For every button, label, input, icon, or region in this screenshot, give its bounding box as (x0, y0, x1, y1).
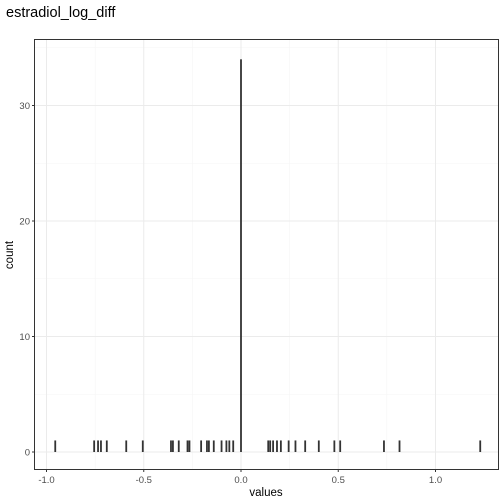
histogram-bar (225, 440, 228, 452)
histogram-bar (232, 440, 235, 452)
histogram-bar (304, 440, 307, 452)
histogram-bar (97, 440, 99, 452)
histogram-bar (279, 440, 282, 452)
major-gridlines (35, 40, 498, 469)
minor-gridlines (35, 40, 498, 469)
x-tick-label: 0.0 (234, 475, 247, 486)
histogram-bar (54, 440, 57, 452)
histogram-bar (141, 440, 144, 452)
histogram-bar (200, 440, 203, 452)
x-tick-label: 0.5 (332, 475, 345, 486)
x-axis-title: values (249, 487, 282, 499)
x-axis-ticks: -1.0 -0.5 0.0 0.5 1.0 (38, 469, 442, 486)
x-tick-label: 1.0 (429, 475, 442, 486)
chart-title: estradiol_log_diff (6, 5, 116, 21)
histogram-bar (287, 440, 290, 452)
x-tick-label: -0.5 (136, 475, 152, 486)
histogram-bar (267, 440, 270, 452)
histogram-bar (339, 440, 342, 452)
histogram-bar (479, 440, 482, 452)
histogram-bar (212, 440, 215, 452)
histogram-bar (383, 440, 385, 452)
y-tick-label: 30 (19, 101, 30, 112)
histogram-bar (170, 440, 172, 452)
histogram-bar (100, 440, 102, 452)
histogram-bar (294, 440, 297, 452)
histogram-bar (172, 440, 174, 452)
y-tick-label: 10 (19, 332, 30, 343)
y-tick-label: 20 (19, 217, 30, 228)
y-axis-ticks: 0 10 20 30 (19, 101, 35, 459)
x-tick-label: -1.0 (38, 475, 54, 486)
histogram-bar (240, 59, 242, 453)
histogram-bar (125, 440, 128, 452)
histogram-bar (398, 440, 401, 452)
y-axis-title: count (4, 240, 16, 269)
y-tick-label: 0 (25, 448, 30, 459)
histogram-bar (188, 440, 191, 452)
histogram-bar (186, 440, 189, 452)
histogram-bar (208, 440, 210, 452)
histogram-bar (333, 440, 336, 452)
histogram-bar (105, 440, 108, 452)
histogram-bar (276, 440, 278, 452)
histogram-bar (177, 440, 180, 452)
histogram-bar (228, 440, 231, 452)
histogram-bar (220, 440, 223, 452)
histogram-bar (317, 440, 320, 452)
histogram-bar (269, 440, 272, 452)
histogram-bar (93, 440, 96, 452)
panel-border (34, 39, 499, 470)
histogram-bar (272, 440, 274, 452)
bars (54, 59, 482, 453)
histogram-bar (206, 440, 208, 452)
